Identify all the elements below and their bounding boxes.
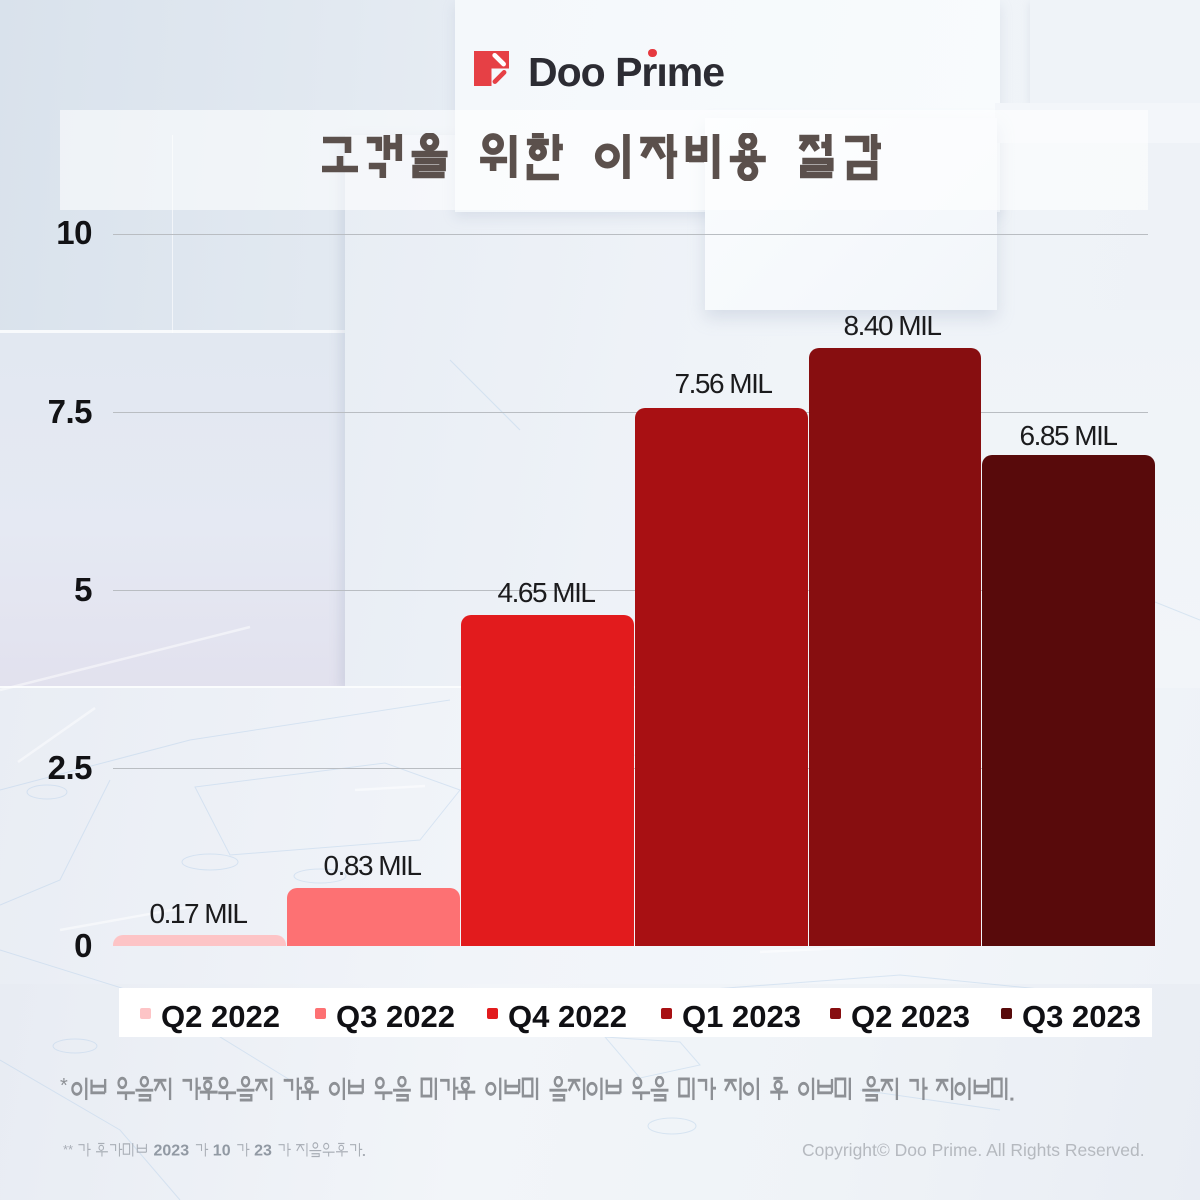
svg-text:2023: 2023 bbox=[154, 1143, 190, 1160]
svg-text:23: 23 bbox=[254, 1143, 272, 1160]
svg-text:**: ** bbox=[63, 1142, 73, 1157]
svg-text:10: 10 bbox=[213, 1143, 231, 1160]
svg-text:*: * bbox=[60, 1076, 68, 1097]
